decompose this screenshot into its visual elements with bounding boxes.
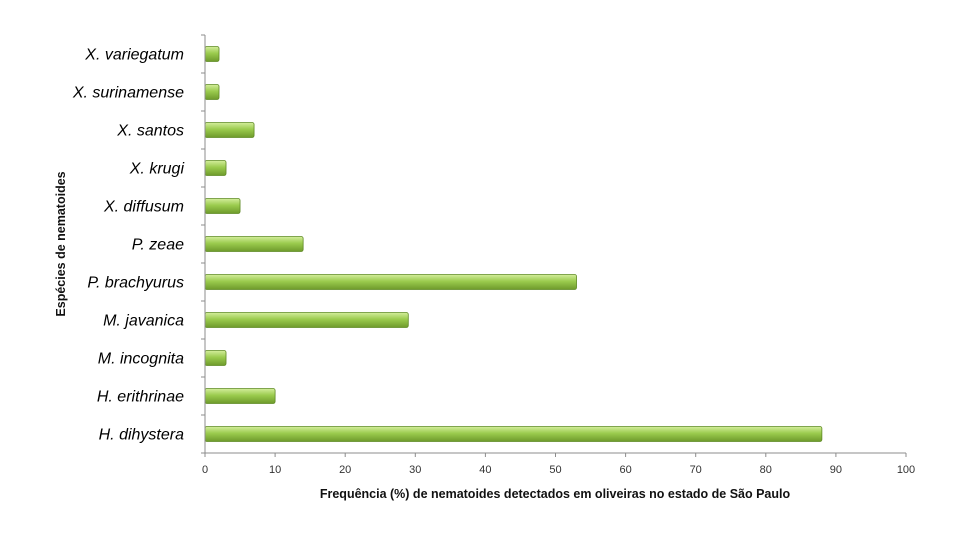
category-label: X. diffusum (103, 199, 184, 216)
y-axis-title: Espécies de nematoides (54, 171, 68, 316)
x-tick-label: 0 (202, 464, 208, 476)
x-tick-label: 100 (897, 464, 915, 476)
x-tick-label: 40 (479, 464, 491, 476)
category-label: X. krugi (129, 161, 185, 178)
bar-m-incognita (204, 350, 227, 366)
bar-x-santos (204, 122, 255, 138)
category-label: X. surinamense (72, 85, 184, 102)
category-label: M. incognita (98, 351, 184, 368)
x-axis-title: Frequência (%) de nematoides detectados … (320, 487, 791, 501)
x-tick-label: 80 (760, 464, 772, 476)
bar-m-javanica (204, 312, 409, 328)
bar-x-variegatum (204, 46, 220, 62)
category-label: H. dihystera (99, 427, 184, 444)
category-label: P. brachyurus (87, 275, 184, 292)
x-tick-label: 30 (409, 464, 421, 476)
bar-h-erithrinae (204, 388, 276, 404)
bar-x-surinamense (204, 84, 220, 100)
x-tick-label: 50 (549, 464, 561, 476)
bar-x-diffusum (204, 198, 241, 214)
x-tick-label: 20 (339, 464, 351, 476)
category-label: H. erithrinae (97, 389, 184, 406)
category-label: M. javanica (103, 313, 184, 330)
bar-x-krugi (204, 160, 227, 176)
bars-group (204, 46, 823, 442)
bar-p-brachyurus (204, 274, 577, 290)
bar-p-zeae (204, 236, 304, 252)
category-labels: H. dihystera H. erithrinae M. incognita M. … (72, 47, 185, 444)
x-tick-label: 60 (619, 464, 631, 476)
category-label: X. santos (116, 123, 184, 140)
x-tick-label: 70 (690, 464, 702, 476)
category-label: X. variegatum (84, 47, 184, 64)
x-tick-label: 90 (830, 464, 842, 476)
bar-h-dihystera (204, 426, 823, 442)
x-tick-label: 10 (269, 464, 281, 476)
x-axis-ticks: 0 10 20 30 40 50 60 70 80 90 100 (201, 34, 915, 476)
category-label: P. zeae (132, 237, 184, 254)
